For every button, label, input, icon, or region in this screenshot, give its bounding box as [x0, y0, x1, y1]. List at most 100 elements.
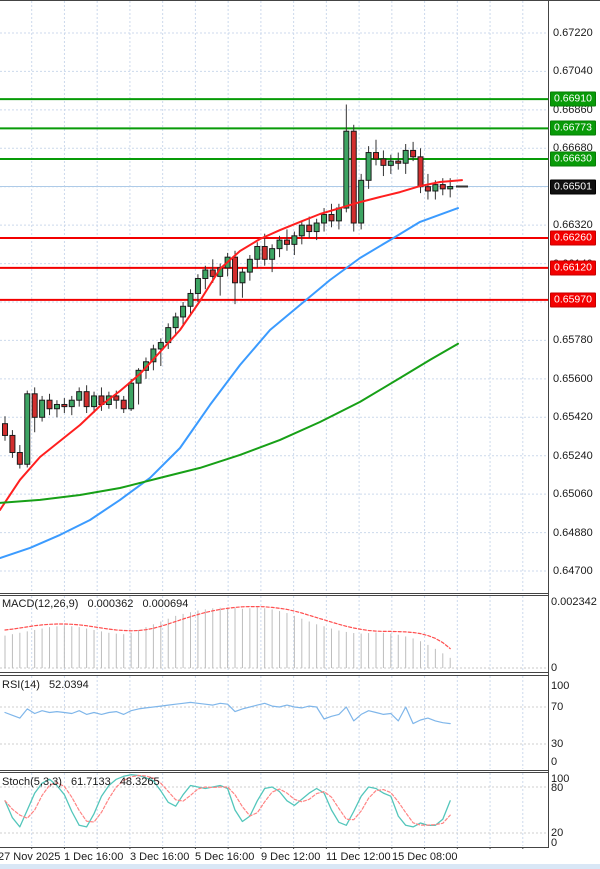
- candle: [128, 378, 135, 411]
- ma-fast-red-line: [0, 179, 463, 511]
- stoch-k-line: [4, 774, 451, 828]
- rsi-scale-label: 0: [551, 756, 558, 768]
- candle: [328, 203, 335, 228]
- support-price-label: 0.65970: [550, 292, 596, 308]
- stoch-scale-label: 100: [551, 773, 570, 785]
- candle: [261, 233, 268, 266]
- support-price-label: 0.66260: [550, 230, 596, 246]
- candle: [402, 144, 409, 174]
- candle: [254, 242, 261, 268]
- candle: [61, 398, 68, 414]
- time-tick-label: 1 Dec 16:00: [64, 851, 124, 863]
- candle: [373, 139, 379, 166]
- candle: [91, 391, 98, 414]
- price-tick-label: 0.64880: [553, 526, 593, 539]
- candle: [187, 289, 194, 315]
- candle: [343, 104, 350, 213]
- time-tick-label: 3 Dec 16:00: [130, 851, 190, 863]
- candle: [276, 235, 283, 258]
- candle: [387, 154, 394, 174]
- candle: [53, 400, 60, 418]
- resistance-price-label: 0.66773: [550, 120, 596, 136]
- macd-signal-value: 0.000694: [142, 598, 189, 610]
- time-tick-label: 5 Dec 16:00: [195, 851, 255, 863]
- resistance-price-label: 0.66630: [550, 151, 596, 167]
- price-tick-label: 0.65600: [553, 372, 593, 385]
- candle: [239, 267, 246, 298]
- stoch-indicator-label: Stoch(5,3,3) 61.7133 48.3265: [2, 776, 166, 788]
- rsi-scale-label: 70: [551, 701, 564, 713]
- candle: [380, 150, 387, 177]
- stoch-d-line: [4, 774, 451, 826]
- stoch-name: Stoch(5,3,3): [2, 776, 62, 788]
- stoch-scale-label: 0: [551, 837, 558, 849]
- rsi-indicator-label: RSI(14) 52.0394: [2, 679, 95, 691]
- stoch-scale-label: 80: [551, 782, 564, 794]
- candle: [16, 445, 23, 469]
- price-tick-label: 0.65780: [553, 334, 593, 347]
- ma-slow-green-line: [0, 342, 459, 504]
- support-price-label: 0.66120: [550, 260, 596, 276]
- time-tick-label: 27 Nov 2025: [0, 851, 61, 863]
- ma-mid-blue-line: [0, 207, 459, 559]
- candle: [83, 385, 90, 414]
- candle: [120, 395, 127, 414]
- macd-scale-label: 0: [551, 662, 558, 674]
- grid-lines: [0, 1, 548, 846]
- macd-histogram: [4, 607, 451, 668]
- rsi-name: RSI(14): [2, 679, 40, 691]
- price-tick-label: 0.66860: [553, 103, 593, 116]
- stoch-d-value: 48.3265: [119, 776, 160, 788]
- candle: [31, 387, 38, 433]
- price-tick-label: 0.66320: [553, 219, 593, 232]
- rsi-scale-label: 30: [551, 738, 564, 750]
- candle: [68, 395, 75, 416]
- price-tick-label: 0.65420: [553, 411, 593, 424]
- time-tick-label: 15 Dec 08:00: [392, 851, 458, 863]
- candle: [180, 302, 187, 326]
- candle: [424, 173, 431, 200]
- macd-indicator-label: MACD(12,26,9) 0.000362 0.000694: [2, 598, 194, 610]
- candle: [46, 393, 53, 416]
- current-price-label: 0.66501: [550, 179, 596, 194]
- candle: [283, 229, 290, 251]
- price-tick-label: 0.65060: [553, 488, 593, 501]
- candle: [306, 216, 313, 238]
- candle: [350, 124, 357, 232]
- rsi-value: 52.0394: [48, 679, 89, 691]
- candle: [395, 152, 402, 170]
- candle: [76, 387, 83, 407]
- price-axis[interactable]: 0.67220 0.67040 0.66860 0.66680 0.66320 0.661…: [549, 0, 600, 849]
- candle: [269, 244, 276, 273]
- price-tick-label: 0.65240: [553, 449, 593, 462]
- time-axis[interactable]: 27 Nov 2025 1 Dec 16:00 3 Dec 16:00 5 Dec 1…: [0, 849, 600, 864]
- candle: [194, 274, 201, 302]
- candle: [2, 416, 8, 441]
- candle: [24, 390, 31, 468]
- bottom-margin-strip: [0, 864, 600, 869]
- stoch-scale-label: 20: [551, 827, 564, 839]
- price-tick-label: 0.66680: [553, 142, 593, 155]
- candle: [9, 430, 16, 458]
- candle: [172, 312, 179, 337]
- price-tick-label: 0.67040: [553, 65, 593, 78]
- macd-signal-line: [4, 605, 451, 650]
- candle: [291, 231, 298, 256]
- time-tick-label: 11 Dec 12:00: [326, 851, 391, 863]
- candle: [246, 255, 253, 281]
- candle: [313, 218, 320, 241]
- rsi-scale-label: 100: [551, 680, 570, 692]
- macd-scale-label: 0.002342: [551, 596, 597, 608]
- rsi-line: [4, 701, 451, 725]
- candle: [232, 250, 239, 305]
- candle: [365, 146, 372, 189]
- price-tick-label: 0.67220: [553, 27, 593, 39]
- time-tick-label: 9 Dec 12:00: [261, 851, 321, 863]
- macd-name: MACD(12,26,9): [2, 598, 79, 610]
- stoch-k-value: 61.7133: [70, 776, 111, 788]
- macd-main-value: 0.000362: [87, 598, 134, 610]
- price-tick-label: 0.64700: [553, 565, 593, 577]
- resistance-price-label: 0.66910: [550, 91, 596, 107]
